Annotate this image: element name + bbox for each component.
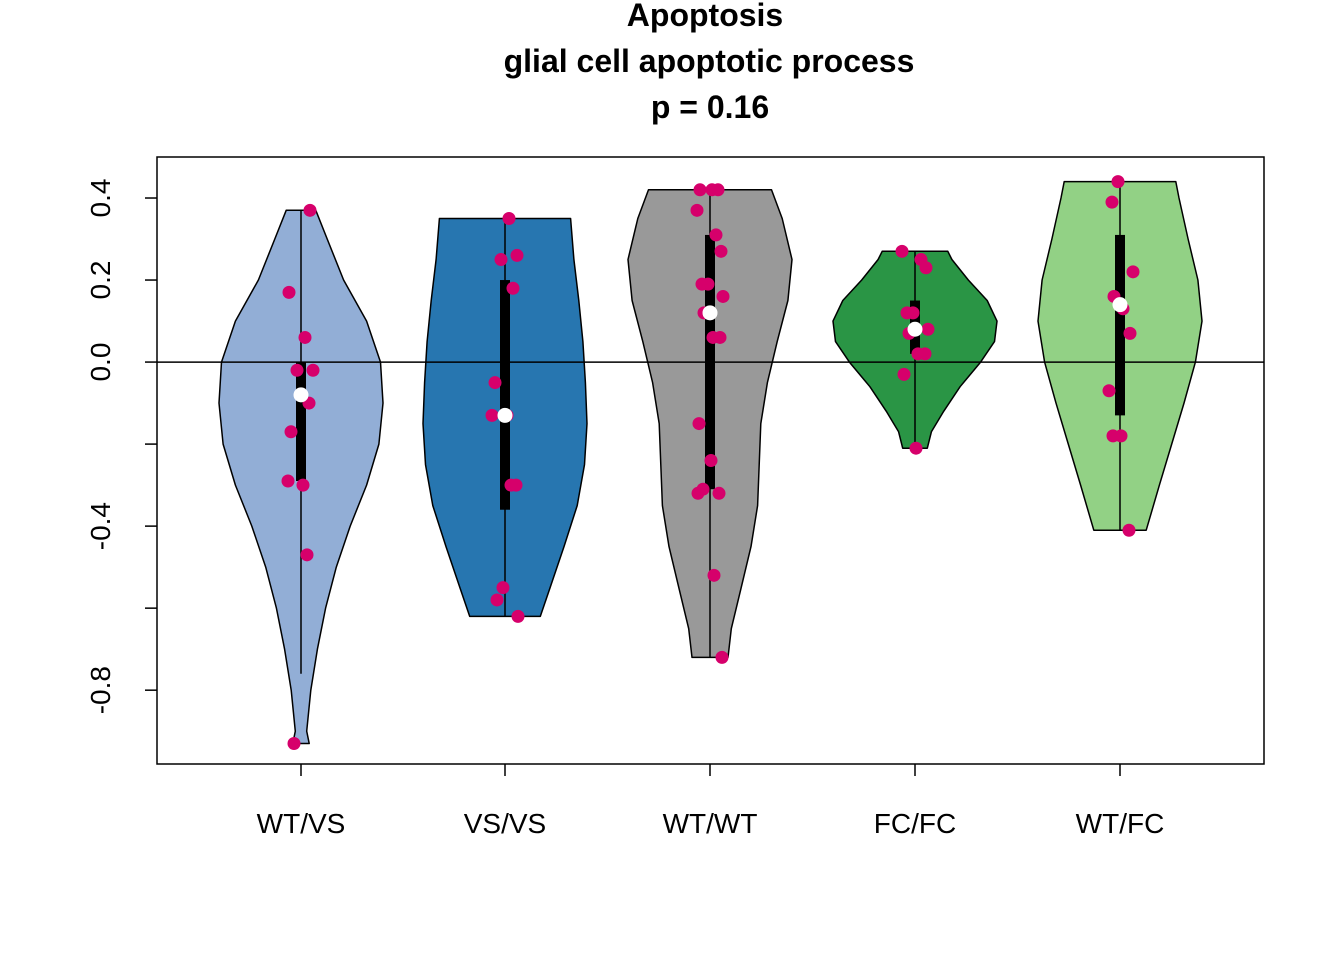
data-point-wt-wt (712, 486, 726, 500)
y-axis-tick-label: 0.2 (85, 261, 116, 300)
data-point-vs-vs (496, 581, 510, 595)
data-point-vs-vs (502, 212, 516, 226)
violin-median-wt-wt (702, 305, 718, 321)
violin-group-wt-wt (627, 183, 793, 664)
data-point-vs-vs (494, 253, 508, 267)
data-point-wt-wt (716, 289, 730, 303)
violin-median-wt-vs (293, 387, 309, 403)
data-point-wt-wt (693, 183, 707, 197)
data-point-wt-wt (707, 568, 721, 582)
data-point-wt-wt (705, 183, 719, 197)
data-point-wt-wt (715, 650, 729, 664)
chart-title-line-3: p = 0.16 (651, 89, 769, 125)
violin-iqr-box-wt-vs (296, 362, 306, 482)
chart-title-line-1: Apoptosis (627, 0, 783, 33)
data-point-fc-fc (897, 367, 911, 381)
data-point-wt-fc (1105, 195, 1119, 209)
data-point-fc-fc (909, 441, 923, 455)
data-point-wt-wt (692, 417, 706, 431)
data-point-wt-fc (1122, 523, 1136, 537)
data-point-vs-vs (488, 376, 502, 390)
data-point-wt-vs (298, 330, 312, 344)
data-point-wt-fc (1123, 326, 1137, 340)
violin-group-vs-vs (422, 212, 588, 623)
data-point-wt-wt (713, 330, 727, 344)
data-point-wt-wt (691, 486, 705, 500)
x-axis-tick-label: FC/FC (874, 808, 956, 839)
data-point-wt-vs (284, 425, 298, 439)
violin-median-fc-fc (907, 321, 923, 337)
violin-group-wt-fc (1037, 175, 1203, 537)
data-point-vs-vs (510, 248, 524, 262)
data-point-wt-vs (282, 285, 296, 299)
violin-group-fc-fc (832, 244, 998, 455)
data-point-vs-vs (509, 478, 523, 492)
violins-layer (218, 175, 1203, 750)
data-point-fc-fc (919, 261, 933, 275)
data-point-vs-vs (511, 609, 525, 623)
data-point-wt-vs (287, 736, 301, 750)
violin-median-vs-vs (497, 407, 513, 423)
violin-iqr-box-wt-fc (1115, 234, 1125, 416)
data-point-wt-vs (306, 363, 320, 377)
x-axis-tick-label: WT/WT (663, 808, 758, 839)
violin-iqr-box-vs-vs (500, 280, 510, 510)
data-point-wt-wt (709, 228, 723, 242)
data-point-fc-fc (918, 347, 932, 361)
chart-title: Apoptosis glial cell apoptotic process p… (504, 0, 915, 125)
data-point-wt-vs (296, 478, 310, 492)
y-axis-tick-label: -0.8 (85, 666, 116, 714)
data-point-wt-wt (690, 203, 704, 217)
data-point-wt-fc (1102, 384, 1116, 398)
data-point-wt-fc (1111, 175, 1125, 189)
data-point-vs-vs (506, 281, 520, 295)
data-point-wt-wt (704, 454, 718, 467)
data-point-vs-vs (490, 593, 504, 607)
data-point-vs-vs (485, 408, 499, 422)
violin-group-wt-vs (218, 203, 384, 750)
x-axis-tick-label: WT/FC (1076, 808, 1165, 839)
chart-title-line-2: glial cell apoptotic process (504, 43, 915, 79)
data-point-wt-vs (303, 203, 317, 217)
axes-layer: -0.8 -0.4 0.0 0.2 0.4 WT/VS VS/VS WT/WT FC/FC WT/… (85, 156, 1265, 839)
x-axis-tick-label: WT/VS (257, 808, 346, 839)
violin-median-wt-fc (1112, 297, 1128, 313)
data-point-fc-fc (900, 306, 914, 320)
data-point-fc-fc (921, 322, 935, 336)
y-axis-tick-label: 0.4 (85, 179, 116, 218)
data-point-wt-vs (290, 363, 304, 377)
data-point-wt-fc (1126, 265, 1140, 279)
y-axis-tick-label: 0.0 (85, 343, 116, 382)
x-axis-tick-label: VS/VS (464, 808, 546, 839)
data-point-wt-wt (714, 244, 728, 258)
y-axis-tick-label: -0.4 (85, 502, 116, 550)
data-point-wt-vs (300, 548, 314, 562)
data-point-wt-wt (695, 277, 709, 291)
data-point-wt-vs (281, 474, 295, 488)
data-point-wt-fc (1106, 429, 1120, 443)
data-point-fc-fc (895, 244, 909, 258)
